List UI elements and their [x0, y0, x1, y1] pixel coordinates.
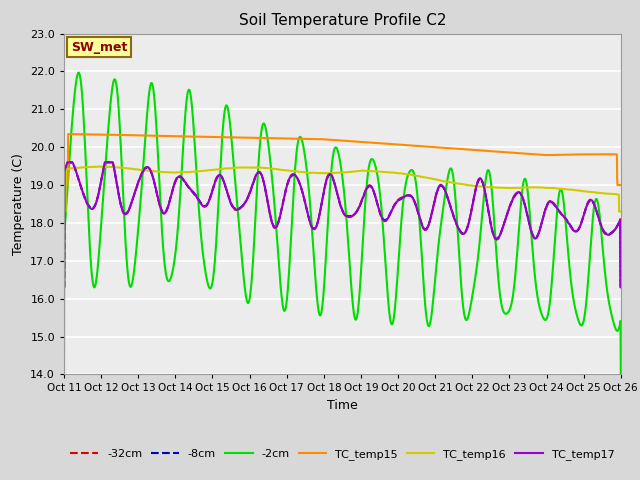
TC_temp17 — [64, 159, 72, 165]
Text: SW_met: SW_met — [71, 40, 127, 54]
X-axis label: Time: Time — [327, 399, 358, 412]
TC_temp15 — [331, 137, 339, 143]
-32cm — [617, 285, 625, 290]
TC_temp15 — [601, 151, 609, 157]
-2cm — [316, 312, 324, 318]
TC_temp16 — [88, 164, 96, 170]
-2cm — [499, 307, 506, 312]
TC_temp15 — [617, 182, 625, 188]
TC_temp16 — [60, 209, 68, 215]
-2cm — [331, 145, 339, 151]
Y-axis label: Temperature (C): Temperature (C) — [12, 153, 24, 255]
TC_temp16 — [601, 191, 609, 196]
TC_temp17 — [601, 230, 609, 236]
TC_temp17 — [499, 225, 506, 231]
-2cm — [60, 372, 68, 377]
TC_temp16 — [601, 191, 609, 196]
-2cm — [601, 269, 609, 275]
TC_temp15 — [65, 131, 72, 137]
Title: Soil Temperature Profile C2: Soil Temperature Profile C2 — [239, 13, 446, 28]
TC_temp16 — [617, 209, 625, 215]
-32cm — [63, 159, 71, 165]
-8cm — [617, 285, 625, 290]
Line: TC_temp16: TC_temp16 — [64, 167, 621, 212]
TC_temp16 — [331, 170, 339, 176]
Line: TC_temp15: TC_temp15 — [64, 134, 621, 185]
Line: -8cm: -8cm — [64, 162, 621, 288]
TC_temp15 — [601, 151, 609, 157]
TC_temp15 — [499, 149, 506, 155]
Line: TC_temp17: TC_temp17 — [64, 162, 621, 288]
-32cm — [601, 231, 609, 237]
-8cm — [89, 205, 97, 211]
Line: -32cm: -32cm — [64, 162, 621, 288]
-32cm — [316, 207, 324, 213]
TC_temp17 — [617, 285, 625, 290]
Line: -2cm: -2cm — [64, 72, 621, 374]
TC_temp17 — [60, 285, 68, 290]
-8cm — [65, 159, 72, 165]
TC_temp17 — [316, 208, 324, 214]
TC_temp17 — [331, 182, 339, 188]
-32cm — [89, 206, 97, 212]
TC_temp17 — [601, 230, 609, 236]
TC_temp15 — [89, 132, 97, 137]
Legend: -32cm, -8cm, -2cm, TC_temp15, TC_temp16, TC_temp17: -32cm, -8cm, -2cm, TC_temp15, TC_temp16,… — [66, 444, 619, 464]
-32cm — [60, 285, 68, 290]
-8cm — [601, 229, 609, 235]
TC_temp15 — [60, 182, 68, 188]
-8cm — [499, 225, 506, 230]
-8cm — [60, 285, 68, 290]
-32cm — [601, 230, 609, 236]
TC_temp16 — [499, 185, 506, 191]
-2cm — [617, 372, 625, 377]
-2cm — [89, 279, 97, 285]
-8cm — [316, 208, 324, 214]
-2cm — [75, 70, 83, 75]
TC_temp17 — [89, 206, 97, 212]
TC_temp16 — [316, 170, 324, 176]
-8cm — [331, 182, 339, 188]
TC_temp15 — [316, 136, 324, 142]
-8cm — [601, 229, 609, 235]
-32cm — [331, 182, 339, 188]
TC_temp16 — [95, 164, 103, 169]
-32cm — [499, 225, 506, 230]
-2cm — [601, 266, 609, 272]
